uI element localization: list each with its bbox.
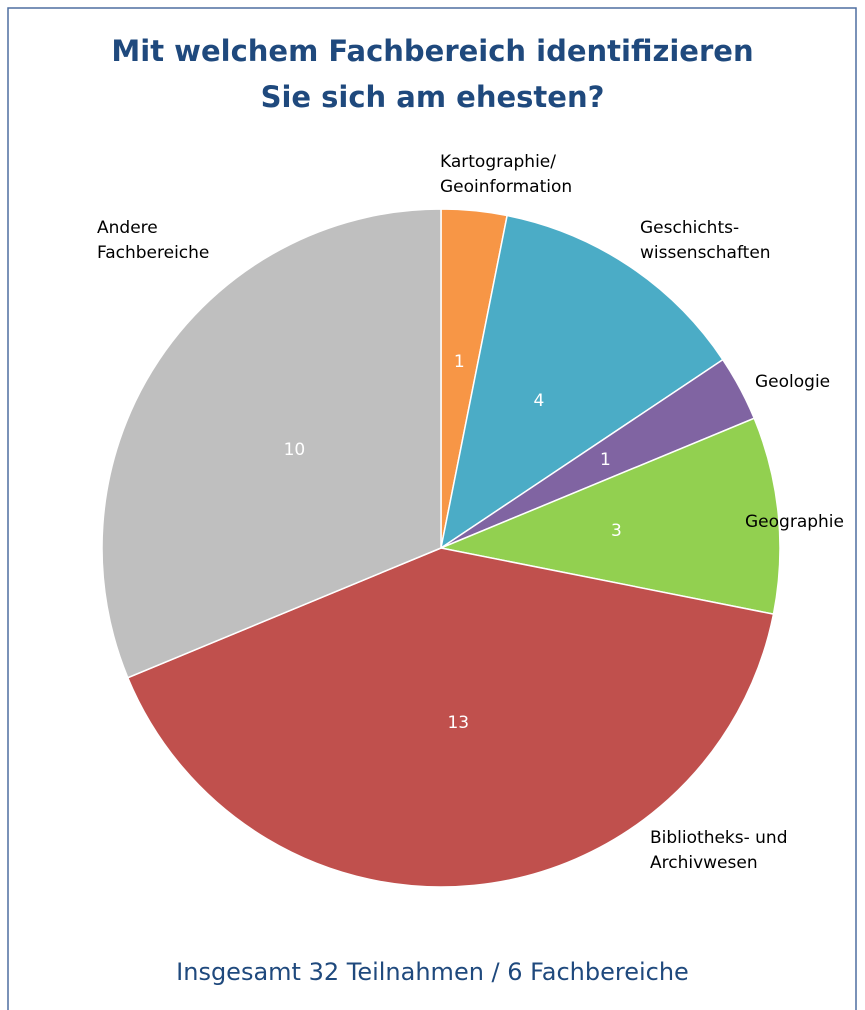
category-label: Bibliotheks- und Archivwesen xyxy=(650,828,788,873)
value-label: 13 xyxy=(447,713,470,734)
pie-slice xyxy=(101,208,442,679)
category-label: Geschichts- wissenschaften xyxy=(640,218,771,263)
value-label: 1 xyxy=(453,352,465,373)
frame xyxy=(7,7,857,1010)
chart-subtitle: Insgesamt 32 Teilnahmen / 6 Fachbereiche xyxy=(176,958,689,986)
category-label: Geographie xyxy=(745,512,844,532)
category-label: Kartographie/ Geoinformation xyxy=(440,152,573,197)
category-label: Andere Fachbereiche xyxy=(97,218,210,263)
pie-slice xyxy=(439,214,724,550)
value-label: 4 xyxy=(533,391,545,412)
value-label: 10 xyxy=(283,440,306,461)
value-label: 3 xyxy=(611,520,622,541)
value-label: 1 xyxy=(600,450,611,471)
pie-slice xyxy=(438,417,781,616)
chart-title: Mit welchem Fachbereich identifizieren S… xyxy=(111,34,754,114)
category-label: Geologie xyxy=(755,372,831,392)
pie-slice xyxy=(126,547,775,888)
